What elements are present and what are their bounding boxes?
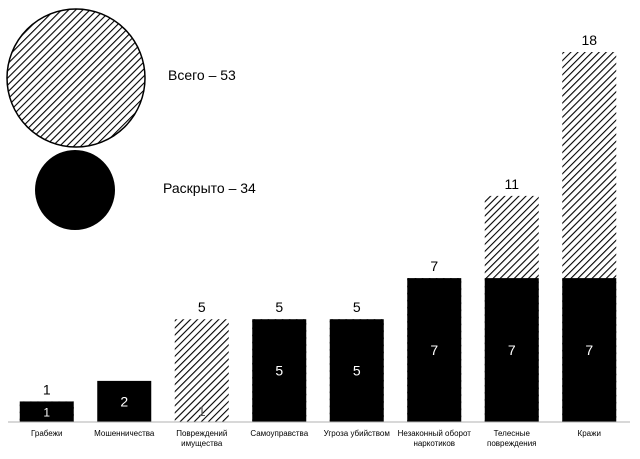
bar-solved-0 — [19, 401, 74, 422]
total-data-label-4: 5 — [353, 299, 361, 315]
total-data-label-2: 5 — [198, 299, 206, 315]
legend-solved-label: Раскрыто – 34 — [163, 180, 256, 196]
bar-solved-1 — [97, 380, 152, 422]
solved-data-label-5: 7 — [430, 342, 438, 358]
x-axis-labels: Грабежи Мошенничества Повреждений имущества… — [31, 429, 601, 448]
x-tick-label-1: Мошенничества — [94, 429, 155, 438]
bar-solved-5 — [407, 278, 462, 422]
bar-solved-6 — [484, 278, 539, 422]
x-tick-label-5: Незаконный оборот наркотиков — [398, 429, 472, 448]
total-data-label-0: 1 — [43, 381, 51, 397]
bar-solved-4 — [329, 319, 384, 422]
legend: Всего – 53 Раскрыто – 34 — [6, 8, 256, 230]
x-tick-label-2: Повреждений имущества — [176, 429, 227, 448]
legend-total-swatch — [6, 8, 146, 148]
solved-data-label-3: 5 — [275, 363, 283, 379]
solved-data-label-2: 1 — [198, 403, 206, 419]
x-tick-label-3: Самоуправства — [250, 429, 308, 438]
solved-data-label-0: 1 — [43, 406, 50, 420]
legend-solved-swatch — [35, 150, 115, 230]
solved-data-label-7: 7 — [585, 342, 593, 358]
total-data-label-5: 7 — [430, 258, 438, 274]
x-tick-label-4: Угроза убийством — [324, 429, 390, 438]
bar-solved-7 — [562, 278, 617, 422]
total-data-label-7: 18 — [581, 32, 597, 48]
bar-solved-3 — [252, 319, 307, 422]
solved-data-label-1: 2 — [120, 393, 128, 409]
solved-data-label-4: 5 — [353, 363, 361, 379]
total-data-label-3: 5 — [275, 299, 283, 315]
total-data-label-6: 11 — [504, 176, 519, 192]
x-tick-label-7: Кражи — [578, 429, 601, 438]
legend-total-label: Всего – 53 — [168, 67, 236, 83]
x-tick-label-6: Телесные повреждения — [487, 429, 537, 448]
solved-data-label-6: 7 — [508, 342, 516, 358]
x-tick-label-0: Грабежи — [31, 429, 62, 438]
bar-total-2 — [174, 319, 229, 422]
